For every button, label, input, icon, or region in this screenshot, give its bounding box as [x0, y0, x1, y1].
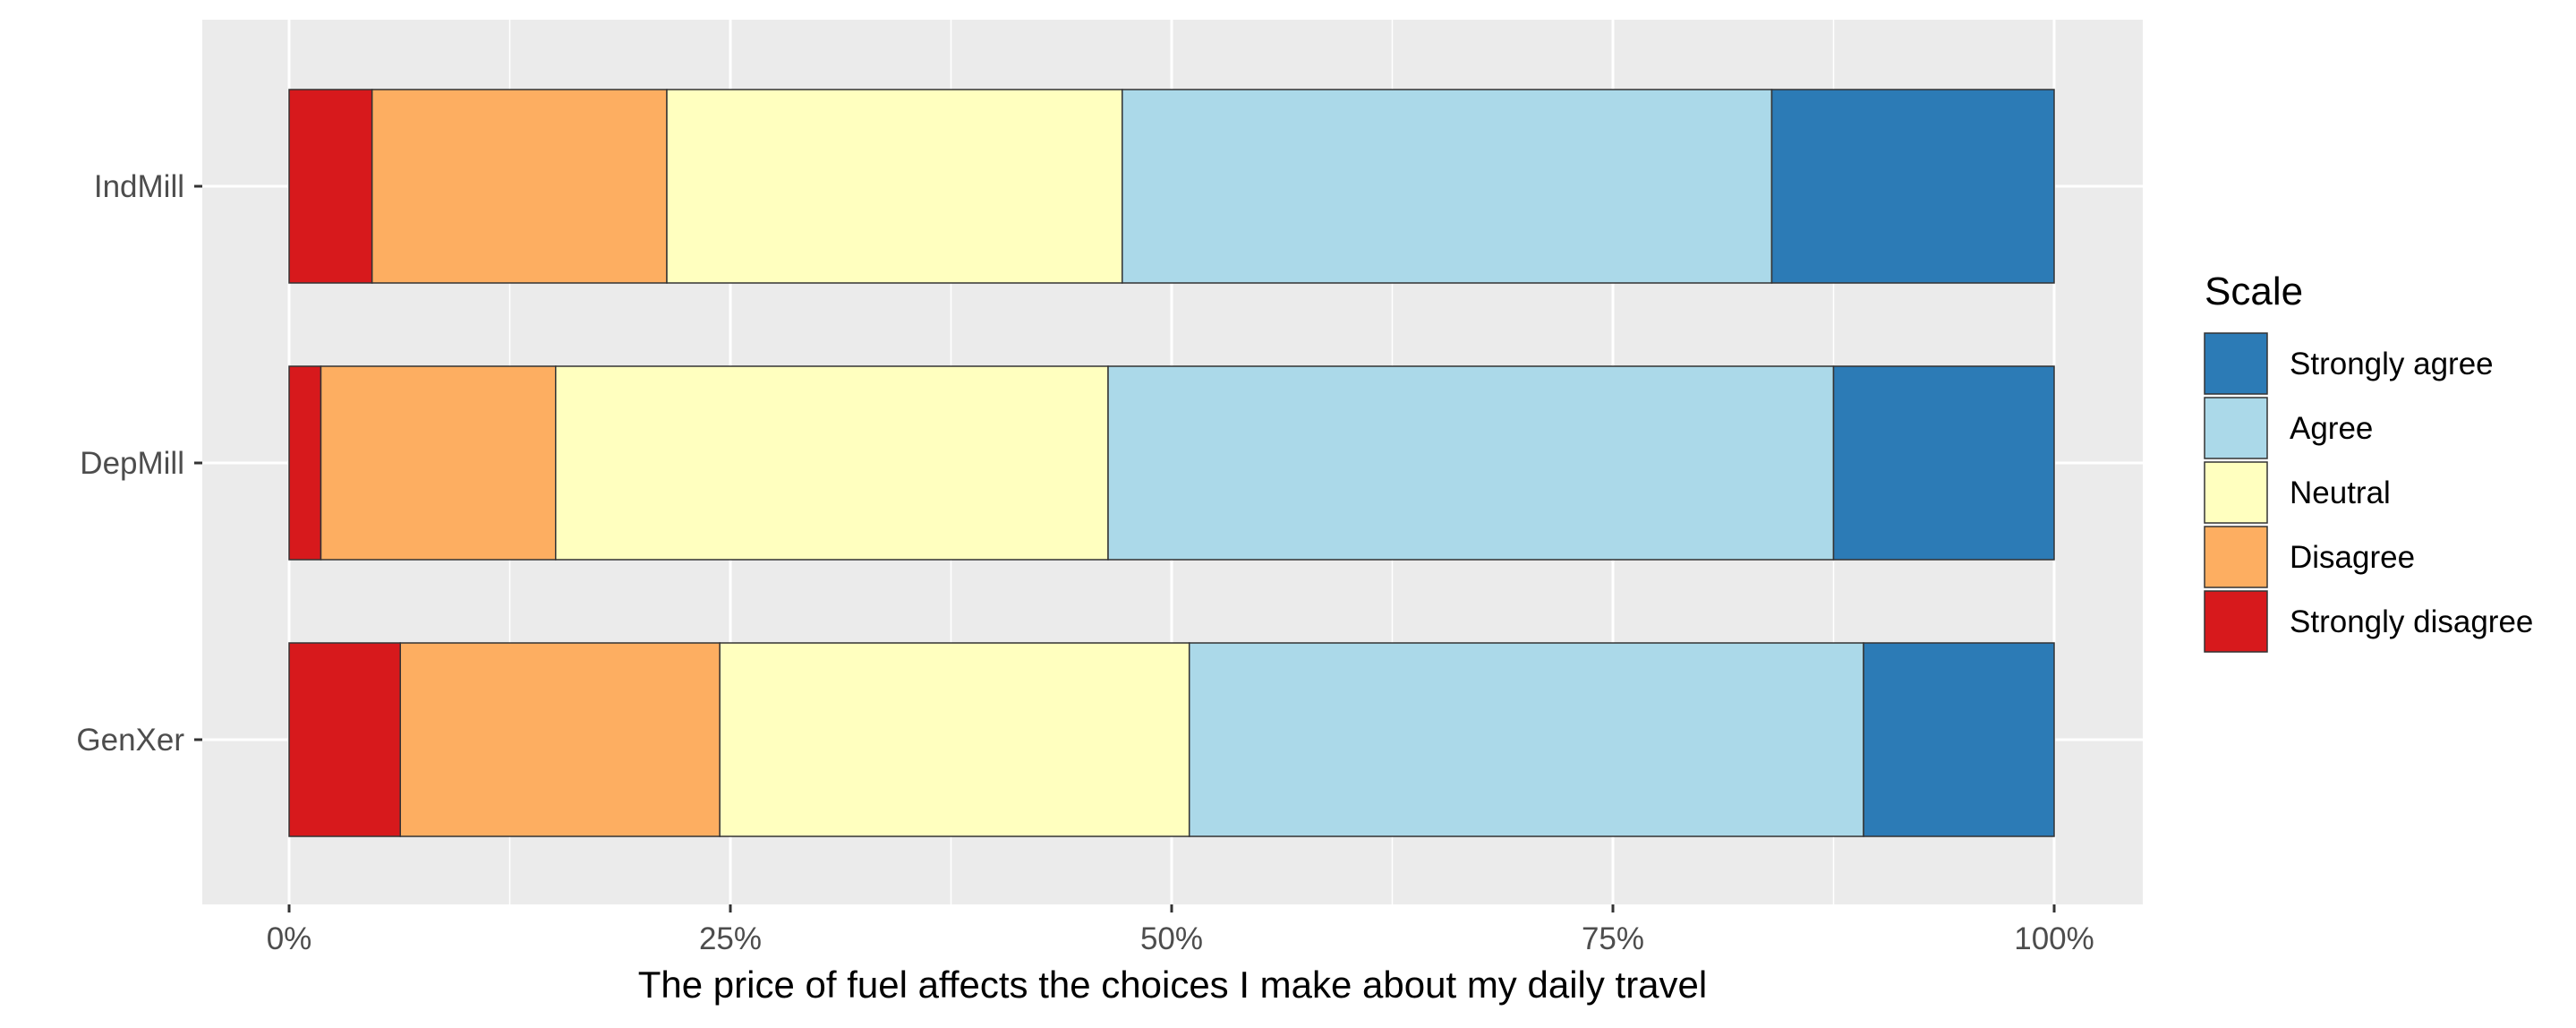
- bar-segment-strongly-agree: [1832, 365, 2055, 561]
- bar-segment-neutral: [666, 89, 1123, 284]
- bar-segment-disagree: [371, 89, 668, 284]
- bar-segment-agree: [1188, 642, 1864, 837]
- legend-label: Strongly disagree: [2290, 604, 2533, 639]
- y-axis: IndMill DepMill GenXer: [76, 169, 202, 758]
- x-tick-label: 50%: [1140, 921, 1203, 956]
- bars: [288, 89, 2055, 837]
- bar-segment-strongly-disagree: [288, 89, 373, 284]
- legend-label: Strongly agree: [2290, 347, 2494, 381]
- legend-swatch: [2204, 526, 2268, 588]
- bar-segment-strongly-disagree: [288, 365, 322, 561]
- bar-segment-strongly-agree: [1863, 642, 2055, 837]
- y-tick-label: GenXer: [76, 723, 184, 758]
- legend-label: Neutral: [2290, 475, 2391, 510]
- legend-label: Disagree: [2290, 540, 2415, 575]
- x-tick-label: 25%: [699, 921, 762, 956]
- legend: Scale Strongly agree Agree Neutral Disagree…: [2204, 270, 2533, 653]
- bar-segment-agree: [1122, 89, 1773, 284]
- legend-swatch: [2204, 590, 2268, 653]
- bar-segment-disagree: [399, 642, 721, 837]
- x-tick-label: 100%: [2014, 921, 2094, 956]
- legend-swatch: [2204, 397, 2268, 459]
- legend-swatch: [2204, 461, 2268, 524]
- bar-segment-strongly-disagree: [288, 642, 401, 837]
- bar-segment-neutral: [555, 365, 1109, 561]
- bar-segment-disagree: [320, 365, 557, 561]
- bar-segment-agree: [1107, 365, 1835, 561]
- y-tick-label: IndMill: [94, 169, 184, 204]
- x-axis-title: The price of fuel affects the choices I …: [638, 964, 1707, 1006]
- legend-label: Agree: [2290, 411, 2373, 446]
- legend-swatch: [2204, 332, 2268, 395]
- bar-segment-strongly-agree: [1770, 89, 2055, 284]
- x-tick-label: 75%: [1582, 921, 1644, 956]
- y-tick-label: DepMill: [80, 446, 184, 481]
- x-axis: 0% 25% 50% 75% 100%: [267, 904, 2094, 956]
- x-tick-label: 0%: [267, 921, 312, 956]
- legend-title: Scale: [2205, 270, 2303, 313]
- bar-segment-neutral: [719, 642, 1190, 837]
